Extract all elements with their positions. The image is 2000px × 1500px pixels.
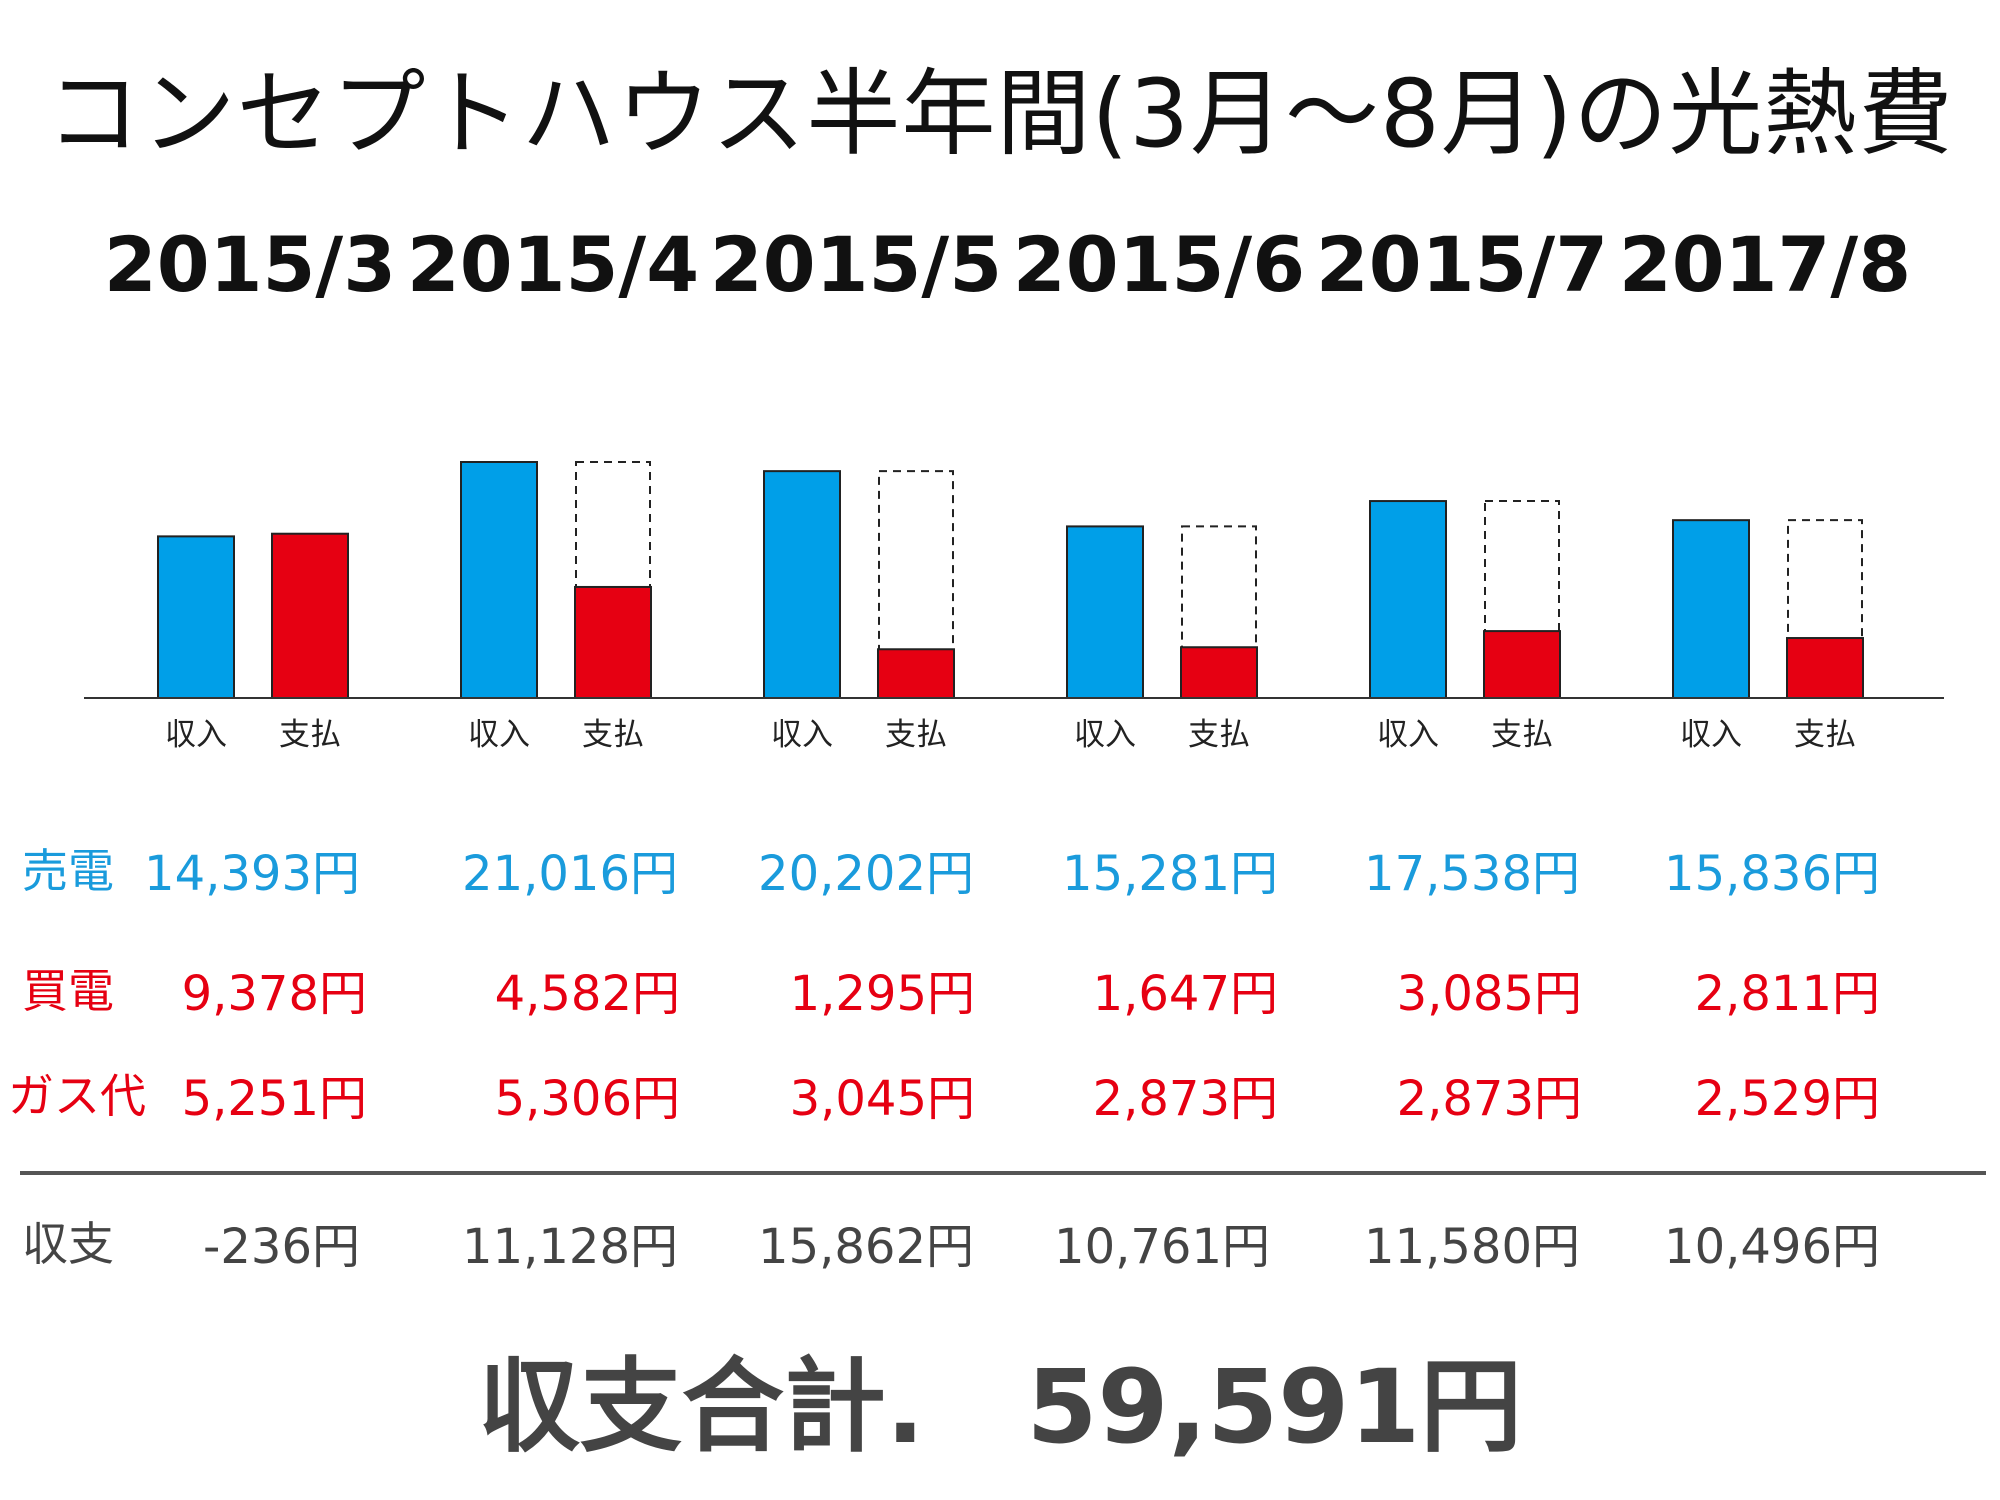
bar-chart: 収入 支払 収入 支払 収入 支払 収入 支払 収入 支払 収入 支払 bbox=[84, 461, 1944, 753]
month-header: 2015/3 bbox=[103, 220, 397, 309]
row-label-sell: 売電 bbox=[22, 844, 114, 898]
gas-value: 2,873円 bbox=[1396, 1071, 1582, 1127]
balance-value: 10,496円 bbox=[1664, 1219, 1880, 1275]
payment-bar-label: 支払 bbox=[885, 717, 947, 753]
income-bar bbox=[763, 470, 841, 700]
divider-line bbox=[20, 1171, 1986, 1175]
income-bar bbox=[157, 535, 235, 699]
sell-value: 20,202円 bbox=[758, 846, 974, 902]
income-bar bbox=[1672, 519, 1750, 699]
balance-value: 11,128円 bbox=[462, 1219, 678, 1275]
month-header: 2015/6 bbox=[1012, 220, 1306, 309]
income-bar-label: 収入 bbox=[1377, 717, 1439, 753]
row-label-balance: 収支 bbox=[22, 1217, 114, 1271]
income-bar-label: 収入 bbox=[771, 717, 833, 753]
income-bar bbox=[1066, 525, 1144, 699]
income-bar-label: 収入 bbox=[165, 717, 227, 753]
payment-bar bbox=[877, 648, 955, 699]
gas-value: 5,251円 bbox=[181, 1071, 367, 1127]
payment-bar-label: 支払 bbox=[1188, 717, 1250, 753]
chart-title: コンセプトハウス半年間(3月〜8月)の光熱費 bbox=[46, 60, 1954, 169]
sell-value: 15,281円 bbox=[1062, 846, 1278, 902]
month-header: 2015/7 bbox=[1315, 220, 1609, 309]
gas-value: 2,873円 bbox=[1092, 1071, 1278, 1127]
sell-value: 17,538円 bbox=[1364, 846, 1580, 902]
payment-bar-label: 支払 bbox=[1491, 717, 1553, 753]
balance-value: 15,862円 bbox=[758, 1219, 974, 1275]
income-bar-label: 収入 bbox=[1680, 717, 1742, 753]
payment-bar bbox=[574, 585, 652, 699]
payment-bar bbox=[1180, 646, 1258, 699]
balance-value: 11,580円 bbox=[1364, 1219, 1580, 1275]
row-label-buy: 買電 bbox=[22, 964, 114, 1018]
total-balance: 収支合計. 59,591円 bbox=[477, 1348, 1523, 1467]
buy-value: 1,647円 bbox=[1092, 966, 1278, 1022]
payment-bar-label: 支払 bbox=[1794, 717, 1856, 753]
buy-value: 3,085円 bbox=[1396, 966, 1582, 1022]
buy-value: 1,295円 bbox=[789, 966, 975, 1022]
payment-bar bbox=[1786, 637, 1864, 699]
income-bar bbox=[1369, 500, 1447, 699]
gas-value: 3,045円 bbox=[789, 1071, 975, 1127]
sell-value: 14,393円 bbox=[144, 846, 360, 902]
gas-value: 5,306円 bbox=[494, 1071, 680, 1127]
sell-value: 21,016円 bbox=[462, 846, 678, 902]
month-header: 2017/8 bbox=[1618, 220, 1912, 309]
buy-value: 2,811円 bbox=[1694, 966, 1880, 1022]
income-bar-label: 収入 bbox=[1074, 717, 1136, 753]
payment-bar bbox=[271, 532, 349, 699]
month-header: 2015/5 bbox=[709, 220, 1003, 309]
income-bar bbox=[460, 461, 538, 699]
payment-bar-label: 支払 bbox=[582, 717, 644, 753]
payment-bar bbox=[1483, 630, 1561, 699]
income-bar-label: 収入 bbox=[468, 717, 530, 753]
sell-value: 15,836円 bbox=[1664, 846, 1880, 902]
buy-value: 4,582円 bbox=[494, 966, 680, 1022]
row-label-gas: ガス代 bbox=[8, 1069, 146, 1123]
month-header: 2015/4 bbox=[406, 220, 700, 309]
balance-value: -236円 bbox=[203, 1219, 360, 1275]
buy-value: 9,378円 bbox=[181, 966, 367, 1022]
gas-value: 2,529円 bbox=[1694, 1071, 1880, 1127]
balance-value: 10,761円 bbox=[1054, 1219, 1270, 1275]
payment-dashed-outline bbox=[1484, 500, 1560, 699]
payment-bar-label: 支払 bbox=[279, 717, 341, 753]
